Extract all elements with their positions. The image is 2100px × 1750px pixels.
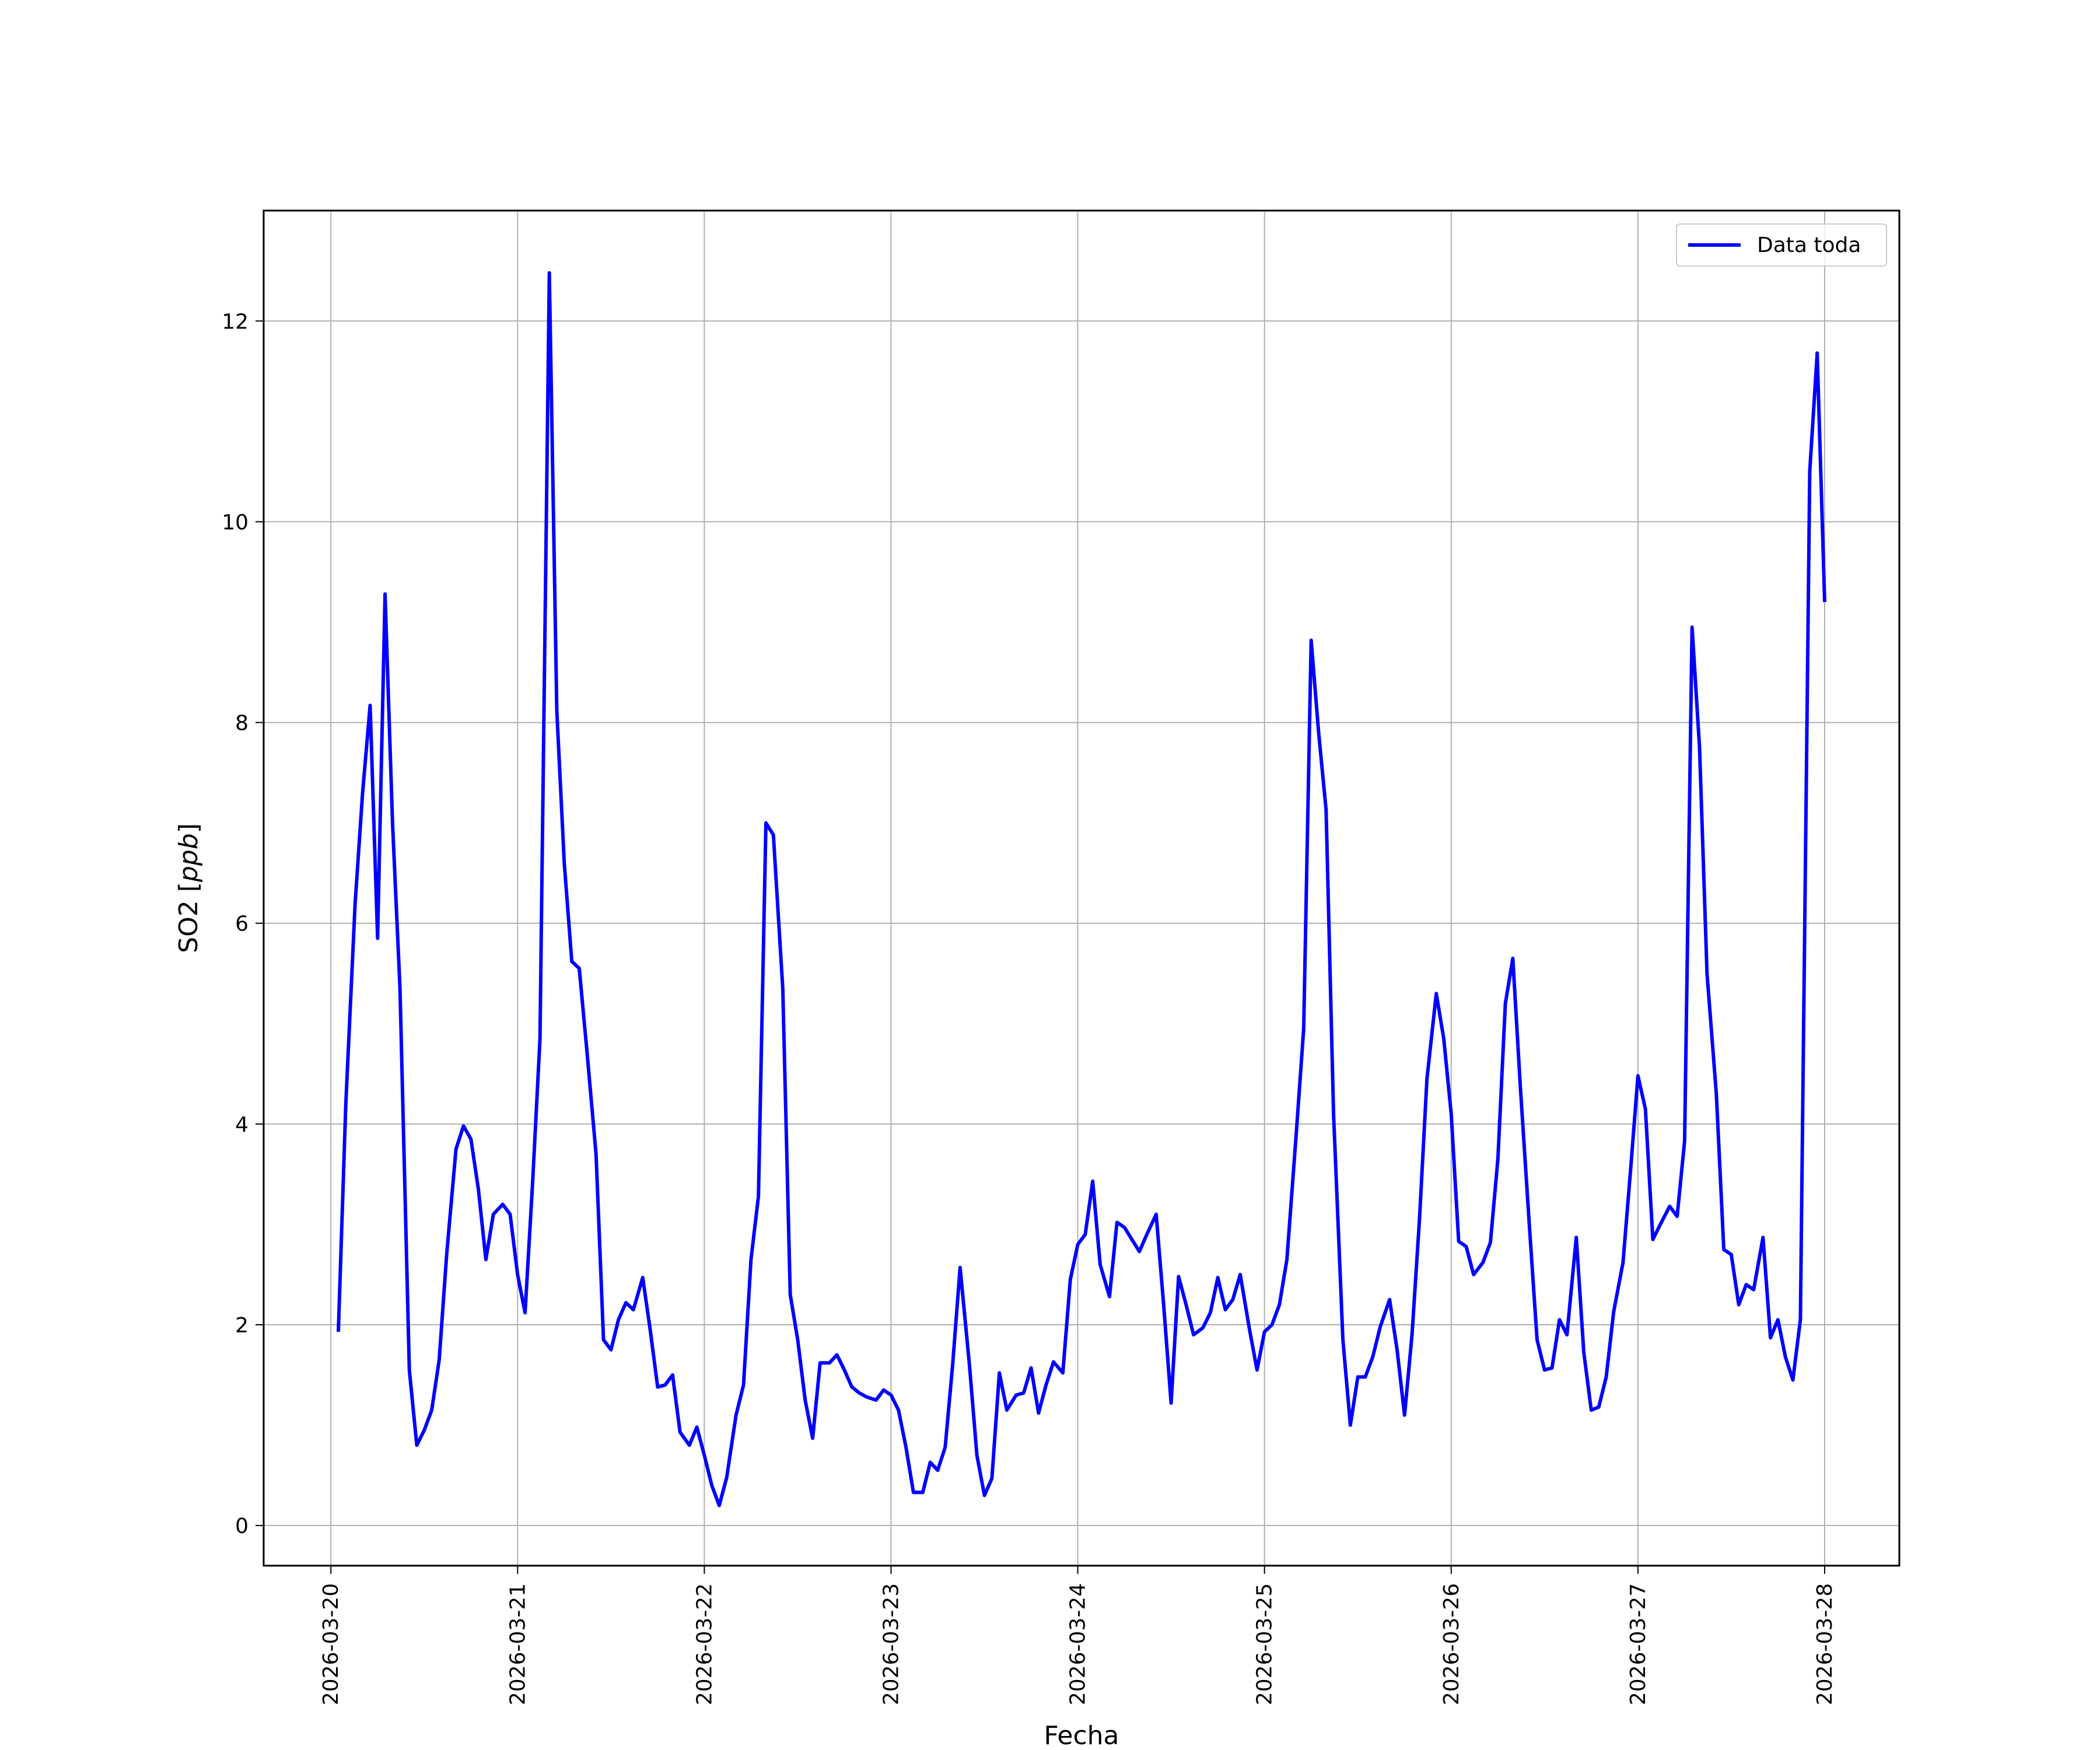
legend-box	[1676, 223, 1887, 267]
y-axis: 0 2 4 6 8 10 12	[222, 310, 264, 1538]
y-tick-label: 2	[235, 1314, 249, 1338]
y-axis-title: SO2 [ppb]	[174, 823, 204, 953]
x-tick-label: 2026-03-25	[1253, 1583, 1277, 1705]
y-axis-title-unit: ppb	[174, 833, 204, 883]
y-tick-label: 4	[235, 1113, 249, 1137]
x-tick-label: 2026-03-27	[1626, 1583, 1650, 1705]
y-tick-label: 8	[235, 712, 249, 736]
y-tick-label: 0	[235, 1514, 249, 1538]
x-tick-label: 2026-03-23	[880, 1583, 904, 1705]
y-axis-title-close: ]	[174, 823, 204, 833]
y-axis-title-text: SO2 [	[174, 882, 204, 953]
x-tick-label: 2026-03-24	[1066, 1583, 1090, 1705]
y-tick-label: 12	[222, 310, 249, 334]
x-tick-label: 2026-03-22	[692, 1583, 716, 1705]
legend: Data toda	[1676, 223, 1887, 267]
legend-label: Data toda	[1757, 233, 1861, 257]
series-line	[337, 271, 1826, 1507]
y-tick-label: 10	[222, 510, 249, 534]
plot-frame	[262, 209, 1901, 1567]
x-axis: 2026-03-20 2026-03-21 2026-03-22 2026-03-23…	[319, 1566, 1837, 1705]
x-tick-label: 2026-03-26	[1440, 1583, 1464, 1705]
x-tick-label: 2026-03-28	[1813, 1583, 1837, 1705]
x-tick-label: 2026-03-20	[319, 1583, 343, 1705]
y-tick-label: 6	[235, 912, 249, 936]
grid-lines	[264, 211, 1899, 1566]
x-tick-label: 2026-03-21	[506, 1583, 530, 1705]
series-layer	[337, 271, 1826, 1507]
x-axis-title: Fecha	[1044, 1721, 1119, 1750]
